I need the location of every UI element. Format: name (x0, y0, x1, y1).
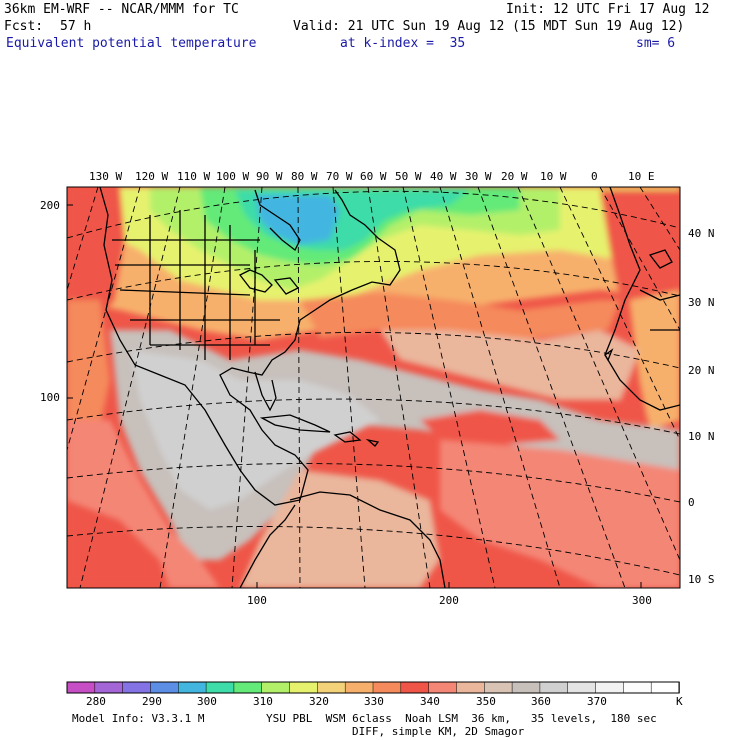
colorbar (66, 681, 680, 694)
colorbar-swatch (511, 681, 541, 694)
lat-label-40n: 40 N (688, 227, 715, 240)
grid-label-bottom-100: 100 (247, 594, 267, 607)
lat-label-20n: 20 N (688, 364, 715, 377)
colorbar-swatch (623, 681, 652, 694)
lon-label-110w: 110 W (177, 170, 211, 183)
valid-time: Valid: 21 UTC Sun 19 Aug 12 (15 MDT Sun … (293, 19, 685, 34)
colorbar-label-340: 340 (420, 695, 440, 708)
physics-info: YSU PBL WSM 6class Noah LSM 36 km, 35 le… (266, 712, 657, 725)
lon-label-10e: 10 E (628, 170, 655, 183)
theta-e-field (67, 187, 680, 588)
k-index: at k-index = 35 (340, 36, 466, 51)
field-name: Equivalent potential temperature (6, 36, 257, 51)
lon-label-100w: 100 W (216, 170, 250, 183)
colorbar-label-360: 360 (531, 695, 551, 708)
lat-label-10n: 10 N (688, 430, 715, 443)
colorbar-swatch (233, 681, 263, 694)
colorbar-swatch (122, 681, 152, 694)
lon-label-60w: 60 W (360, 170, 387, 183)
colorbar-swatch (484, 681, 513, 694)
colorbar-label-310: 310 (253, 695, 273, 708)
diffusion-info: DIFF, simple KM, 2D Smagor (352, 725, 525, 738)
colorbar-swatch (372, 681, 402, 694)
grid-label-bottom-200: 200 (439, 594, 459, 607)
colorbar-label-290: 290 (142, 695, 162, 708)
colorbar-label-350: 350 (476, 695, 496, 708)
lon-label-90w: 90 W (256, 170, 283, 183)
colorbar-swatch (344, 681, 374, 694)
colorbar-swatch (539, 681, 569, 694)
graticule (67, 187, 680, 588)
forecast-hour: 57 h (60, 19, 92, 34)
map-frame (66, 186, 681, 589)
lon-label-120w: 120 W (135, 170, 169, 183)
lon-label-30w: 30 W (465, 170, 492, 183)
colorbar-swatch (595, 681, 625, 694)
grid-label-left-100: 100 (40, 391, 60, 404)
model-title: 36km EM-WRF -- NCAR/MMM for TC (4, 2, 239, 17)
colorbar-label-280: 280 (86, 695, 106, 708)
colorbar-label-320: 320 (309, 695, 329, 708)
colorbar-unit: K (676, 695, 683, 708)
colorbar-swatch (428, 681, 458, 694)
smoothing: sm= 6 (636, 36, 676, 51)
colorbar-swatch (317, 681, 346, 694)
colorbar-swatch (178, 681, 207, 694)
axis-ticks (67, 204, 642, 588)
forecast-label: Fcst: (4, 19, 44, 34)
colorbar-swatch (150, 681, 180, 694)
lon-label-80w: 80 W (291, 170, 318, 183)
colorbar-frame (66, 681, 680, 694)
colorbar-swatch (400, 681, 430, 694)
grid-label-left-200: 200 (40, 199, 60, 212)
lat-label-10s: 10 S (688, 573, 715, 586)
lon-label-0: 0 (591, 170, 598, 183)
colorbar-swatch (456, 681, 486, 694)
lon-label-40w: 40 W (430, 170, 457, 183)
lat-label-30n: 30 N (688, 296, 715, 309)
lon-label-130w: 130 W (89, 170, 123, 183)
colorbar-swatch (650, 681, 680, 694)
colorbar-label-300: 300 (197, 695, 217, 708)
lat-label-0: 0 (688, 496, 695, 509)
lon-label-10w: 10 W (540, 170, 567, 183)
model-info: Model Info: V3.3.1 M (72, 712, 205, 725)
colorbar-swatch (261, 681, 291, 694)
init-time: Init: 12 UTC Fri 17 Aug 12 (506, 2, 710, 17)
colorbar-swatch (66, 681, 96, 694)
colorbar-swatch (205, 681, 235, 694)
lon-label-20w: 20 W (501, 170, 528, 183)
colorbar-label-330: 330 (364, 695, 384, 708)
colorbar-label-370: 370 (587, 695, 607, 708)
grid-label-bottom-300: 300 (632, 594, 652, 607)
colorbar-swatch (567, 681, 597, 694)
colorbar-swatch (94, 681, 124, 694)
lon-label-70w: 70 W (326, 170, 353, 183)
lon-label-50w: 50 W (395, 170, 422, 183)
colorbar-swatch (289, 681, 319, 694)
coastlines (99, 187, 680, 588)
